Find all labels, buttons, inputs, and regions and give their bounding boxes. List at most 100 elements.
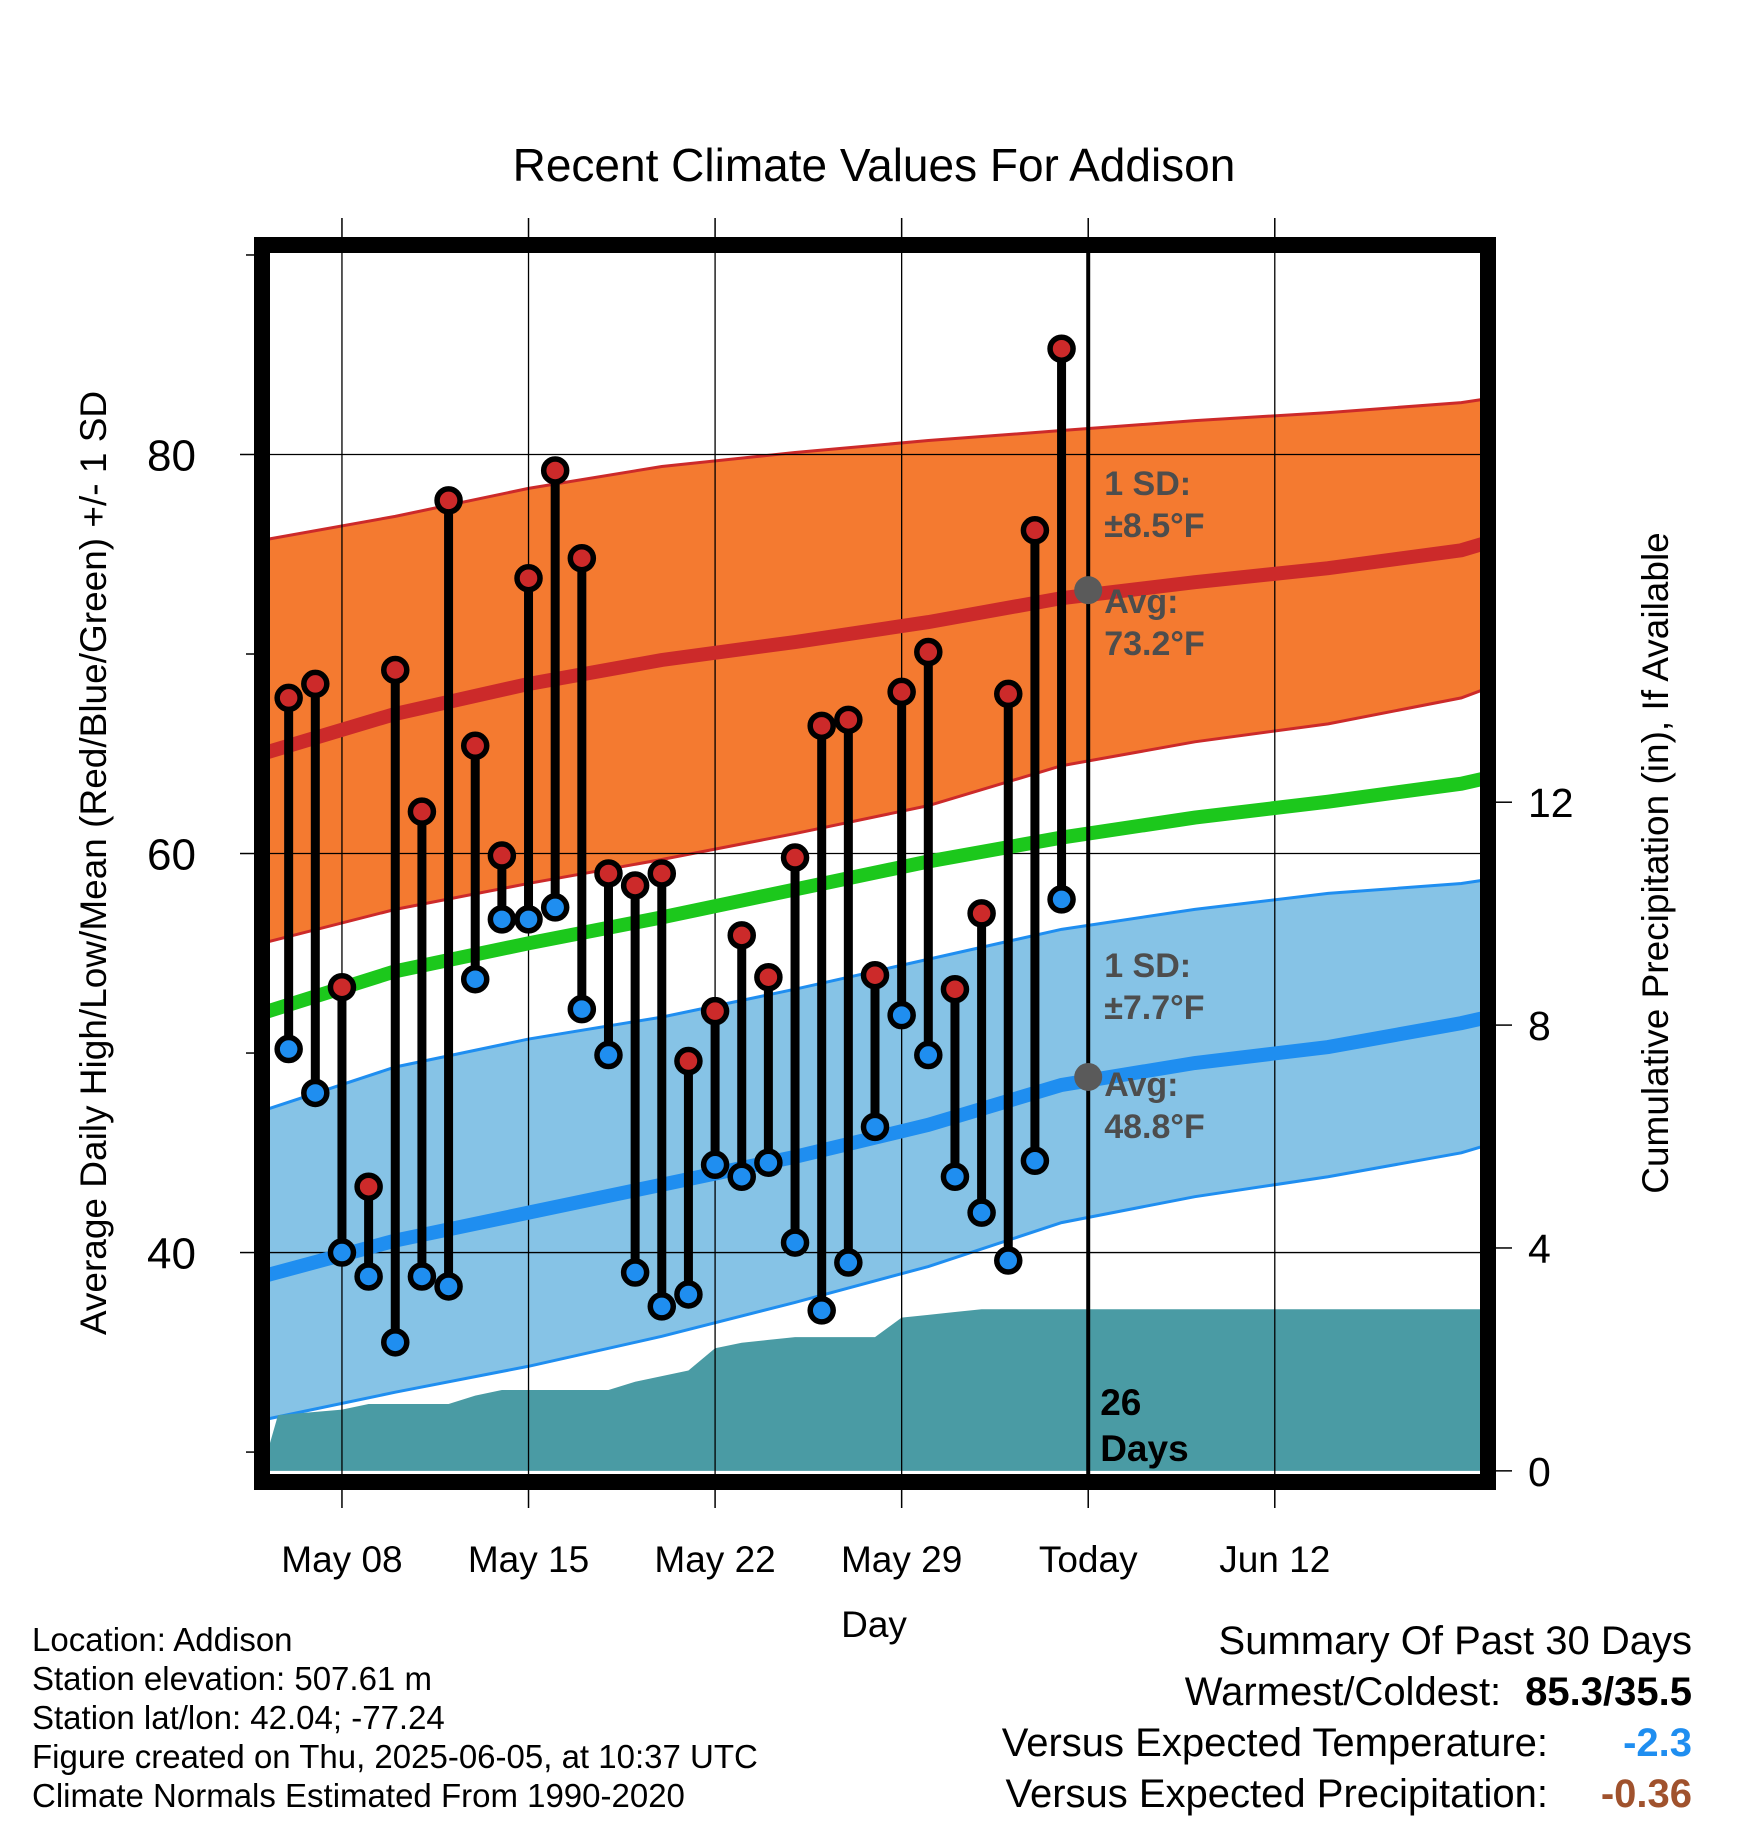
daily-low-point bbox=[434, 1272, 463, 1301]
latlon-text: Station lat/lon: 42.04; -77.24 bbox=[32, 1699, 445, 1736]
daily-high-point bbox=[967, 899, 996, 928]
high-sd-band bbox=[262, 398, 1488, 944]
daily-low-point bbox=[540, 893, 570, 922]
daily-low-point bbox=[860, 1112, 890, 1142]
daily-low-point bbox=[460, 964, 490, 994]
daily-high-point bbox=[834, 705, 863, 735]
daily-high-point bbox=[914, 637, 943, 667]
daily-high-point bbox=[647, 859, 677, 888]
daily-low-point bbox=[1047, 885, 1076, 914]
precip-anomaly-label: Versus Expected Precipitation: bbox=[1005, 1772, 1548, 1816]
daily-low-point bbox=[381, 1328, 410, 1357]
warm-cold-label: Warmest/Coldest: bbox=[1184, 1670, 1502, 1714]
daily-high-point bbox=[381, 655, 410, 685]
summary-title: Summary Of Past 30 Days bbox=[1218, 1619, 1692, 1663]
daily-low-point bbox=[807, 1296, 836, 1325]
daily-low-point bbox=[274, 1034, 303, 1064]
daily-high-point bbox=[700, 996, 730, 1026]
y2-tick-label: 4 bbox=[1528, 1226, 1551, 1272]
high-avg-label: Avg: bbox=[1104, 583, 1178, 621]
created-text: Figure created on Thu, 2025-06-05, at 10… bbox=[32, 1738, 758, 1775]
y-tick-label: 40 bbox=[147, 1230, 196, 1279]
plot-frame bbox=[254, 237, 1496, 1490]
y-tick-label: 60 bbox=[147, 831, 196, 880]
temp-anomaly-value: -2.3 bbox=[1623, 1721, 1692, 1765]
low-sd-label: 1 SD: bbox=[1104, 947, 1191, 985]
y2-tick-label: 8 bbox=[1528, 1003, 1551, 1049]
daily-high-point bbox=[860, 960, 890, 990]
daily-high-point bbox=[674, 1046, 703, 1076]
daily-low-point bbox=[487, 905, 517, 934]
daily-high-point bbox=[887, 677, 916, 707]
station-info: Location: Addison Station elevation: 507… bbox=[32, 1620, 758, 1815]
daily-high-point bbox=[327, 972, 357, 1002]
temp-anomaly-label: Versus Expected Temperature: bbox=[1001, 1721, 1548, 1765]
daily-low-point bbox=[327, 1238, 357, 1267]
daily-high-point bbox=[807, 711, 836, 741]
daily-high-point bbox=[780, 843, 810, 872]
daily-low-point bbox=[700, 1150, 730, 1180]
days-unit-label: Days bbox=[1100, 1428, 1188, 1469]
low-avg-marker bbox=[1074, 1062, 1103, 1091]
y2-tick-label: 12 bbox=[1528, 780, 1574, 826]
daily-high-point bbox=[727, 921, 756, 950]
summary-precip: Versus Expected Precipitation: -0.36 bbox=[1002, 1769, 1692, 1820]
daily-high-point bbox=[460, 731, 490, 761]
x-tick-label: May 08 bbox=[281, 1539, 402, 1580]
daily-low-point bbox=[567, 994, 597, 1024]
daily-high-point bbox=[434, 486, 463, 515]
high-sd-label: 1 SD: bbox=[1104, 465, 1191, 503]
low-sd-band bbox=[262, 879, 1488, 1421]
normals-text: Climate Normals Estimated From 1990-2020 bbox=[32, 1777, 685, 1814]
x-tick-label: May 29 bbox=[841, 1539, 962, 1580]
summary-warm-cold: Warmest/Coldest: 85.3/35.5 bbox=[1002, 1667, 1692, 1718]
chart-title: Recent Climate Values For Addison bbox=[513, 139, 1236, 191]
daily-low-point bbox=[780, 1228, 810, 1257]
x-tick-label: Today bbox=[1039, 1539, 1138, 1580]
daily-low-point bbox=[834, 1248, 863, 1277]
daily-low-point bbox=[754, 1148, 783, 1178]
low-avg-value: 48.8°F bbox=[1104, 1108, 1205, 1146]
daily-high-point bbox=[514, 563, 543, 593]
daily-high-point bbox=[1047, 334, 1076, 363]
precip-anomaly-value: -0.36 bbox=[1600, 1772, 1692, 1816]
daily-low-point bbox=[620, 1258, 650, 1287]
daily-high-point bbox=[274, 683, 303, 713]
precip-area bbox=[262, 1309, 1488, 1471]
x-tick-label: May 15 bbox=[468, 1539, 589, 1580]
daily-low-point bbox=[647, 1292, 677, 1321]
elevation-text: Station elevation: 507.61 m bbox=[32, 1660, 432, 1697]
low-avg-label: Avg: bbox=[1104, 1066, 1178, 1104]
daily-high-point bbox=[354, 1172, 383, 1201]
normal-low-line bbox=[260, 1010, 1490, 1284]
warm-cold-value: 85.3/35.5 bbox=[1525, 1670, 1692, 1714]
daily-high-point bbox=[1020, 516, 1050, 545]
x-tick-label: Jun 12 bbox=[1219, 1539, 1330, 1580]
daily-low-point bbox=[727, 1162, 756, 1191]
daily-low-point bbox=[914, 1040, 943, 1070]
daily-low-point bbox=[594, 1040, 623, 1070]
high-sd-upper-line bbox=[261, 397, 1489, 542]
daily-high-point bbox=[940, 974, 970, 1004]
low-sd-value: ±7.7°F bbox=[1104, 989, 1204, 1027]
y2-tick-label: 0 bbox=[1528, 1449, 1551, 1495]
days-count-label: 26 bbox=[1100, 1382, 1141, 1423]
daily-high-point bbox=[407, 797, 437, 826]
daily-low-point bbox=[301, 1078, 330, 1108]
high-sd-value: ±8.5°F bbox=[1104, 507, 1204, 545]
daily-high-point bbox=[754, 962, 783, 992]
daily-low-point bbox=[354, 1262, 383, 1291]
daily-high-point bbox=[301, 669, 330, 699]
daily-high-point bbox=[540, 456, 570, 485]
daily-low-point bbox=[674, 1280, 703, 1309]
high-avg-marker bbox=[1074, 576, 1103, 605]
summary-temp: Versus Expected Temperature: -2.3 bbox=[1002, 1718, 1692, 1769]
x-tick-label: May 22 bbox=[654, 1539, 775, 1580]
daily-high-point bbox=[487, 841, 517, 870]
daily-high-point bbox=[567, 543, 597, 573]
daily-low-point bbox=[514, 905, 543, 934]
y2-axis-label: Cumulative Precipitation (in), If Availa… bbox=[1635, 532, 1676, 1194]
y-tick-label: 80 bbox=[147, 431, 196, 480]
high-avg-value: 73.2°F bbox=[1104, 625, 1205, 663]
